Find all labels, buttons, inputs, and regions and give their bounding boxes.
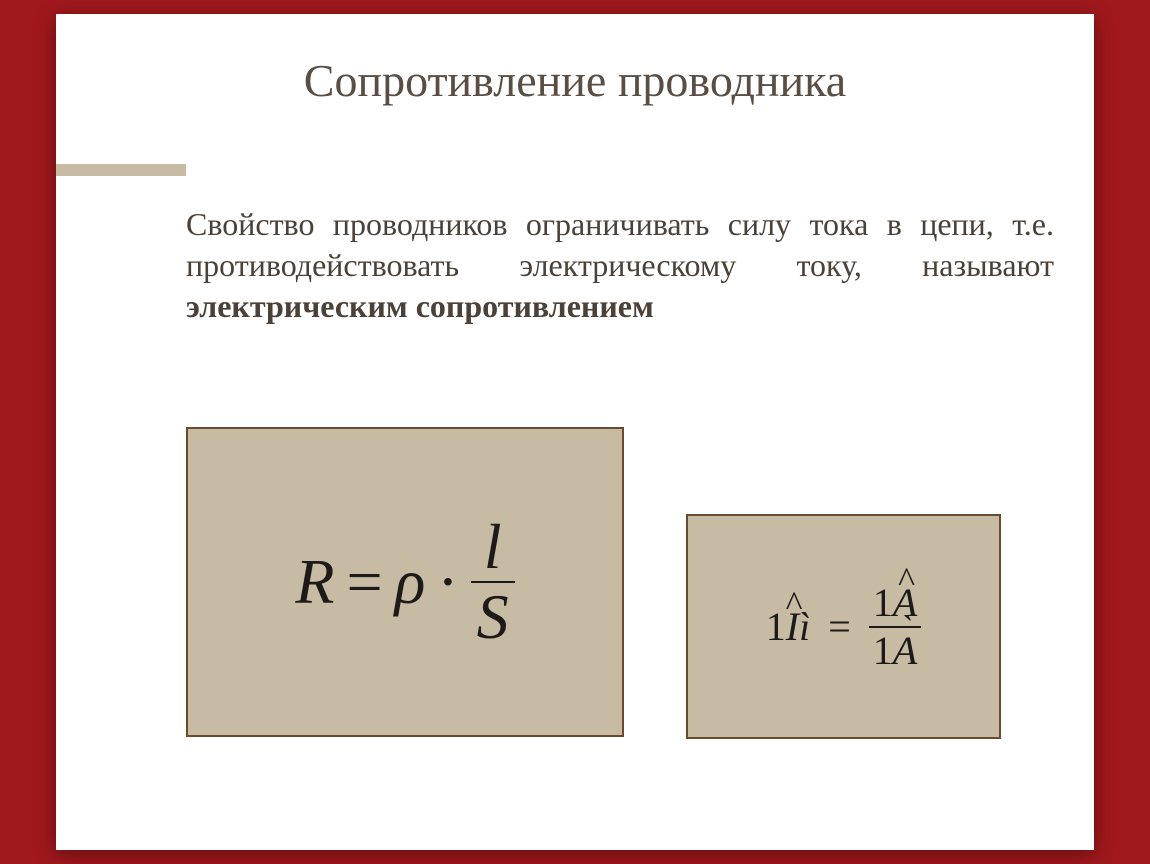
unit-formula-box: 1Iì = 1A 1A	[686, 514, 1001, 739]
formula-fraction: l S	[471, 515, 515, 650]
unit-fraction: 1A 1A	[869, 582, 921, 672]
definition-paragraph: Свойство проводников ограничивать силу т…	[186, 204, 1054, 327]
unit-equals: =	[828, 603, 851, 650]
slide-title: Сопротивление проводника	[56, 14, 1094, 107]
main-formula: R = ρ · l S	[295, 515, 514, 650]
unit-formula: 1Iì = 1A 1A	[766, 582, 921, 672]
formula-equals: =	[346, 545, 382, 619]
formula-denominator: S	[471, 583, 515, 649]
unit-denominator: 1A	[869, 628, 921, 672]
unit-lhs-extra: ì	[799, 604, 810, 649]
unit-lhs-I: I	[786, 603, 799, 650]
unit-numerator: 1A	[869, 582, 921, 626]
unit-lhs: 1Iì	[766, 603, 810, 650]
formula-numerator: l	[478, 515, 508, 581]
unit-top-1: 1	[873, 580, 893, 625]
definition-term: электрическим сопротивлением	[186, 288, 654, 324]
definition-text: Свойство проводников ограничивать силу т…	[186, 206, 1054, 283]
formula-R: R	[295, 545, 334, 619]
main-formula-box: R = ρ · l S	[186, 427, 624, 737]
title-underline	[56, 164, 186, 176]
slide: Сопротивление проводника Свойство провод…	[56, 14, 1094, 850]
unit-bot-1: 1	[873, 628, 893, 673]
unit-lhs-1: 1	[766, 604, 786, 649]
unit-bot-A: A	[893, 630, 917, 672]
formula-dot: ·	[437, 545, 458, 619]
formula-rho: ρ	[395, 545, 426, 619]
